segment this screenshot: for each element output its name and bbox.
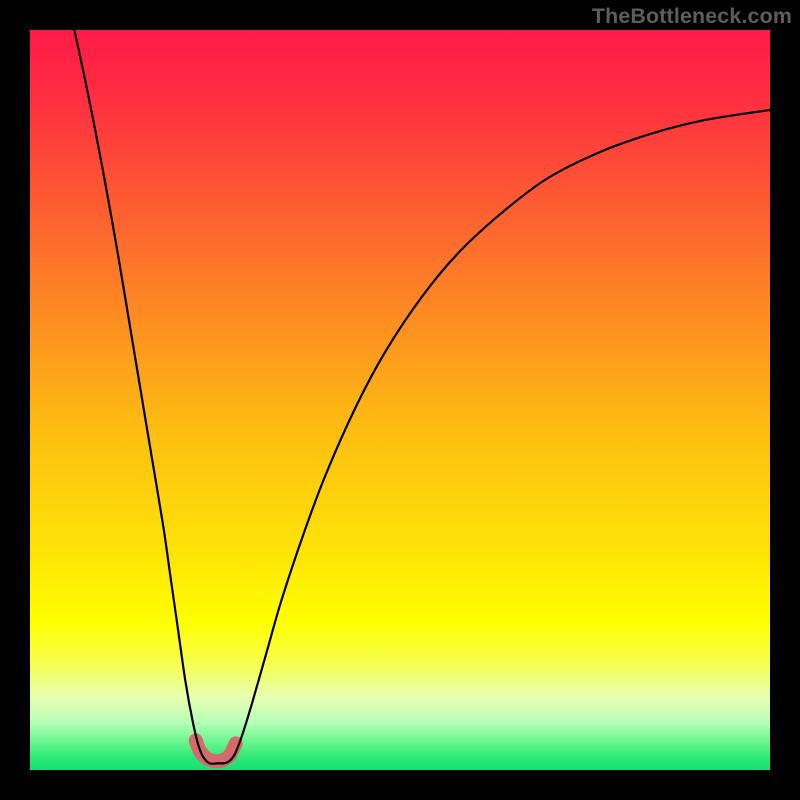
chart-frame: TheBottleneck.com (0, 0, 800, 800)
bottleneck-chart (30, 30, 770, 770)
chart-background (30, 30, 770, 770)
watermark-text: TheBottleneck.com (592, 4, 792, 29)
